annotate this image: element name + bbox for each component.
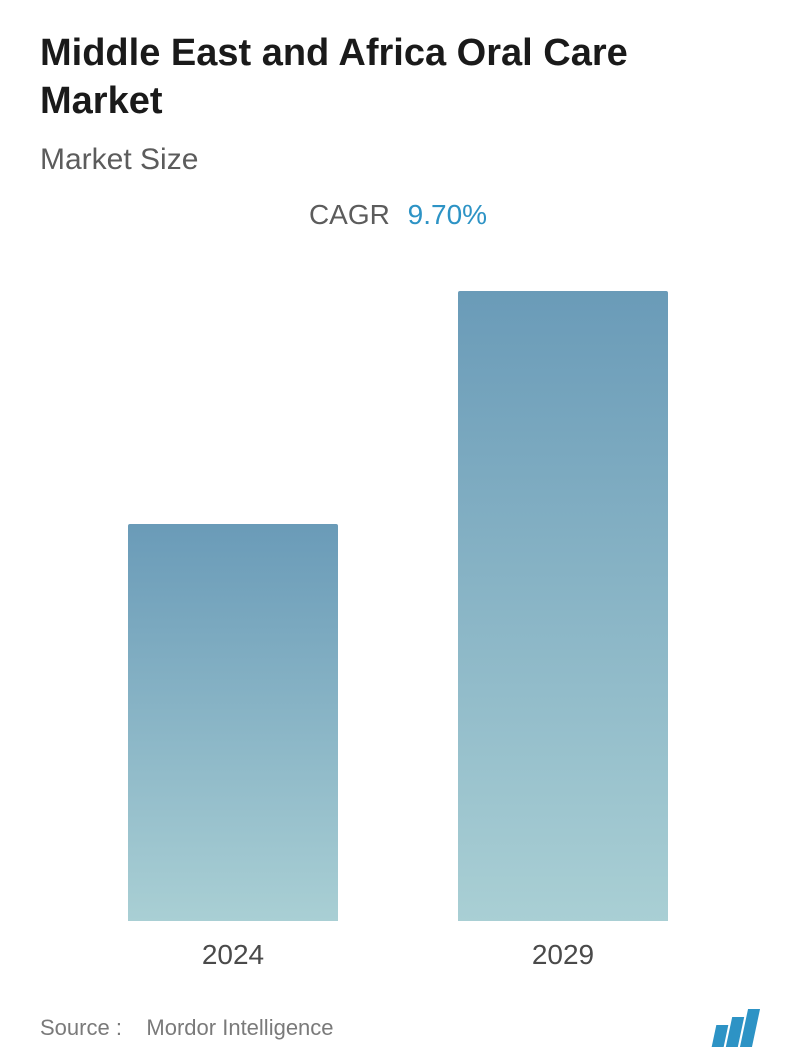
chart-container: Middle East and Africa Oral Care Market … [0, 0, 796, 1034]
bar-grow [458, 291, 668, 921]
source-label: Source : [40, 1015, 122, 1040]
bar-grow [128, 291, 338, 921]
bar-column: 2024 [128, 291, 338, 971]
bar-label: 2024 [202, 939, 264, 971]
bar [458, 291, 668, 921]
bar-column: 2029 [458, 291, 668, 971]
source-name: Mordor Intelligence [146, 1015, 333, 1040]
cagr-label: CAGR [309, 199, 390, 230]
bar-chart: 2024 2029 [40, 291, 756, 981]
mordor-logo-icon [714, 1009, 756, 1047]
page-title: Middle East and Africa Oral Care Market [40, 30, 756, 125]
bar-label: 2029 [532, 939, 594, 971]
footer: Source : Mordor Intelligence [40, 981, 756, 1047]
source-text: Source : Mordor Intelligence [40, 1015, 334, 1041]
cagr-value: 9.70% [408, 199, 487, 230]
subtitle: Market Size [40, 143, 756, 177]
cagr-row: CAGR 9.70% [40, 199, 756, 231]
bar [128, 524, 338, 921]
